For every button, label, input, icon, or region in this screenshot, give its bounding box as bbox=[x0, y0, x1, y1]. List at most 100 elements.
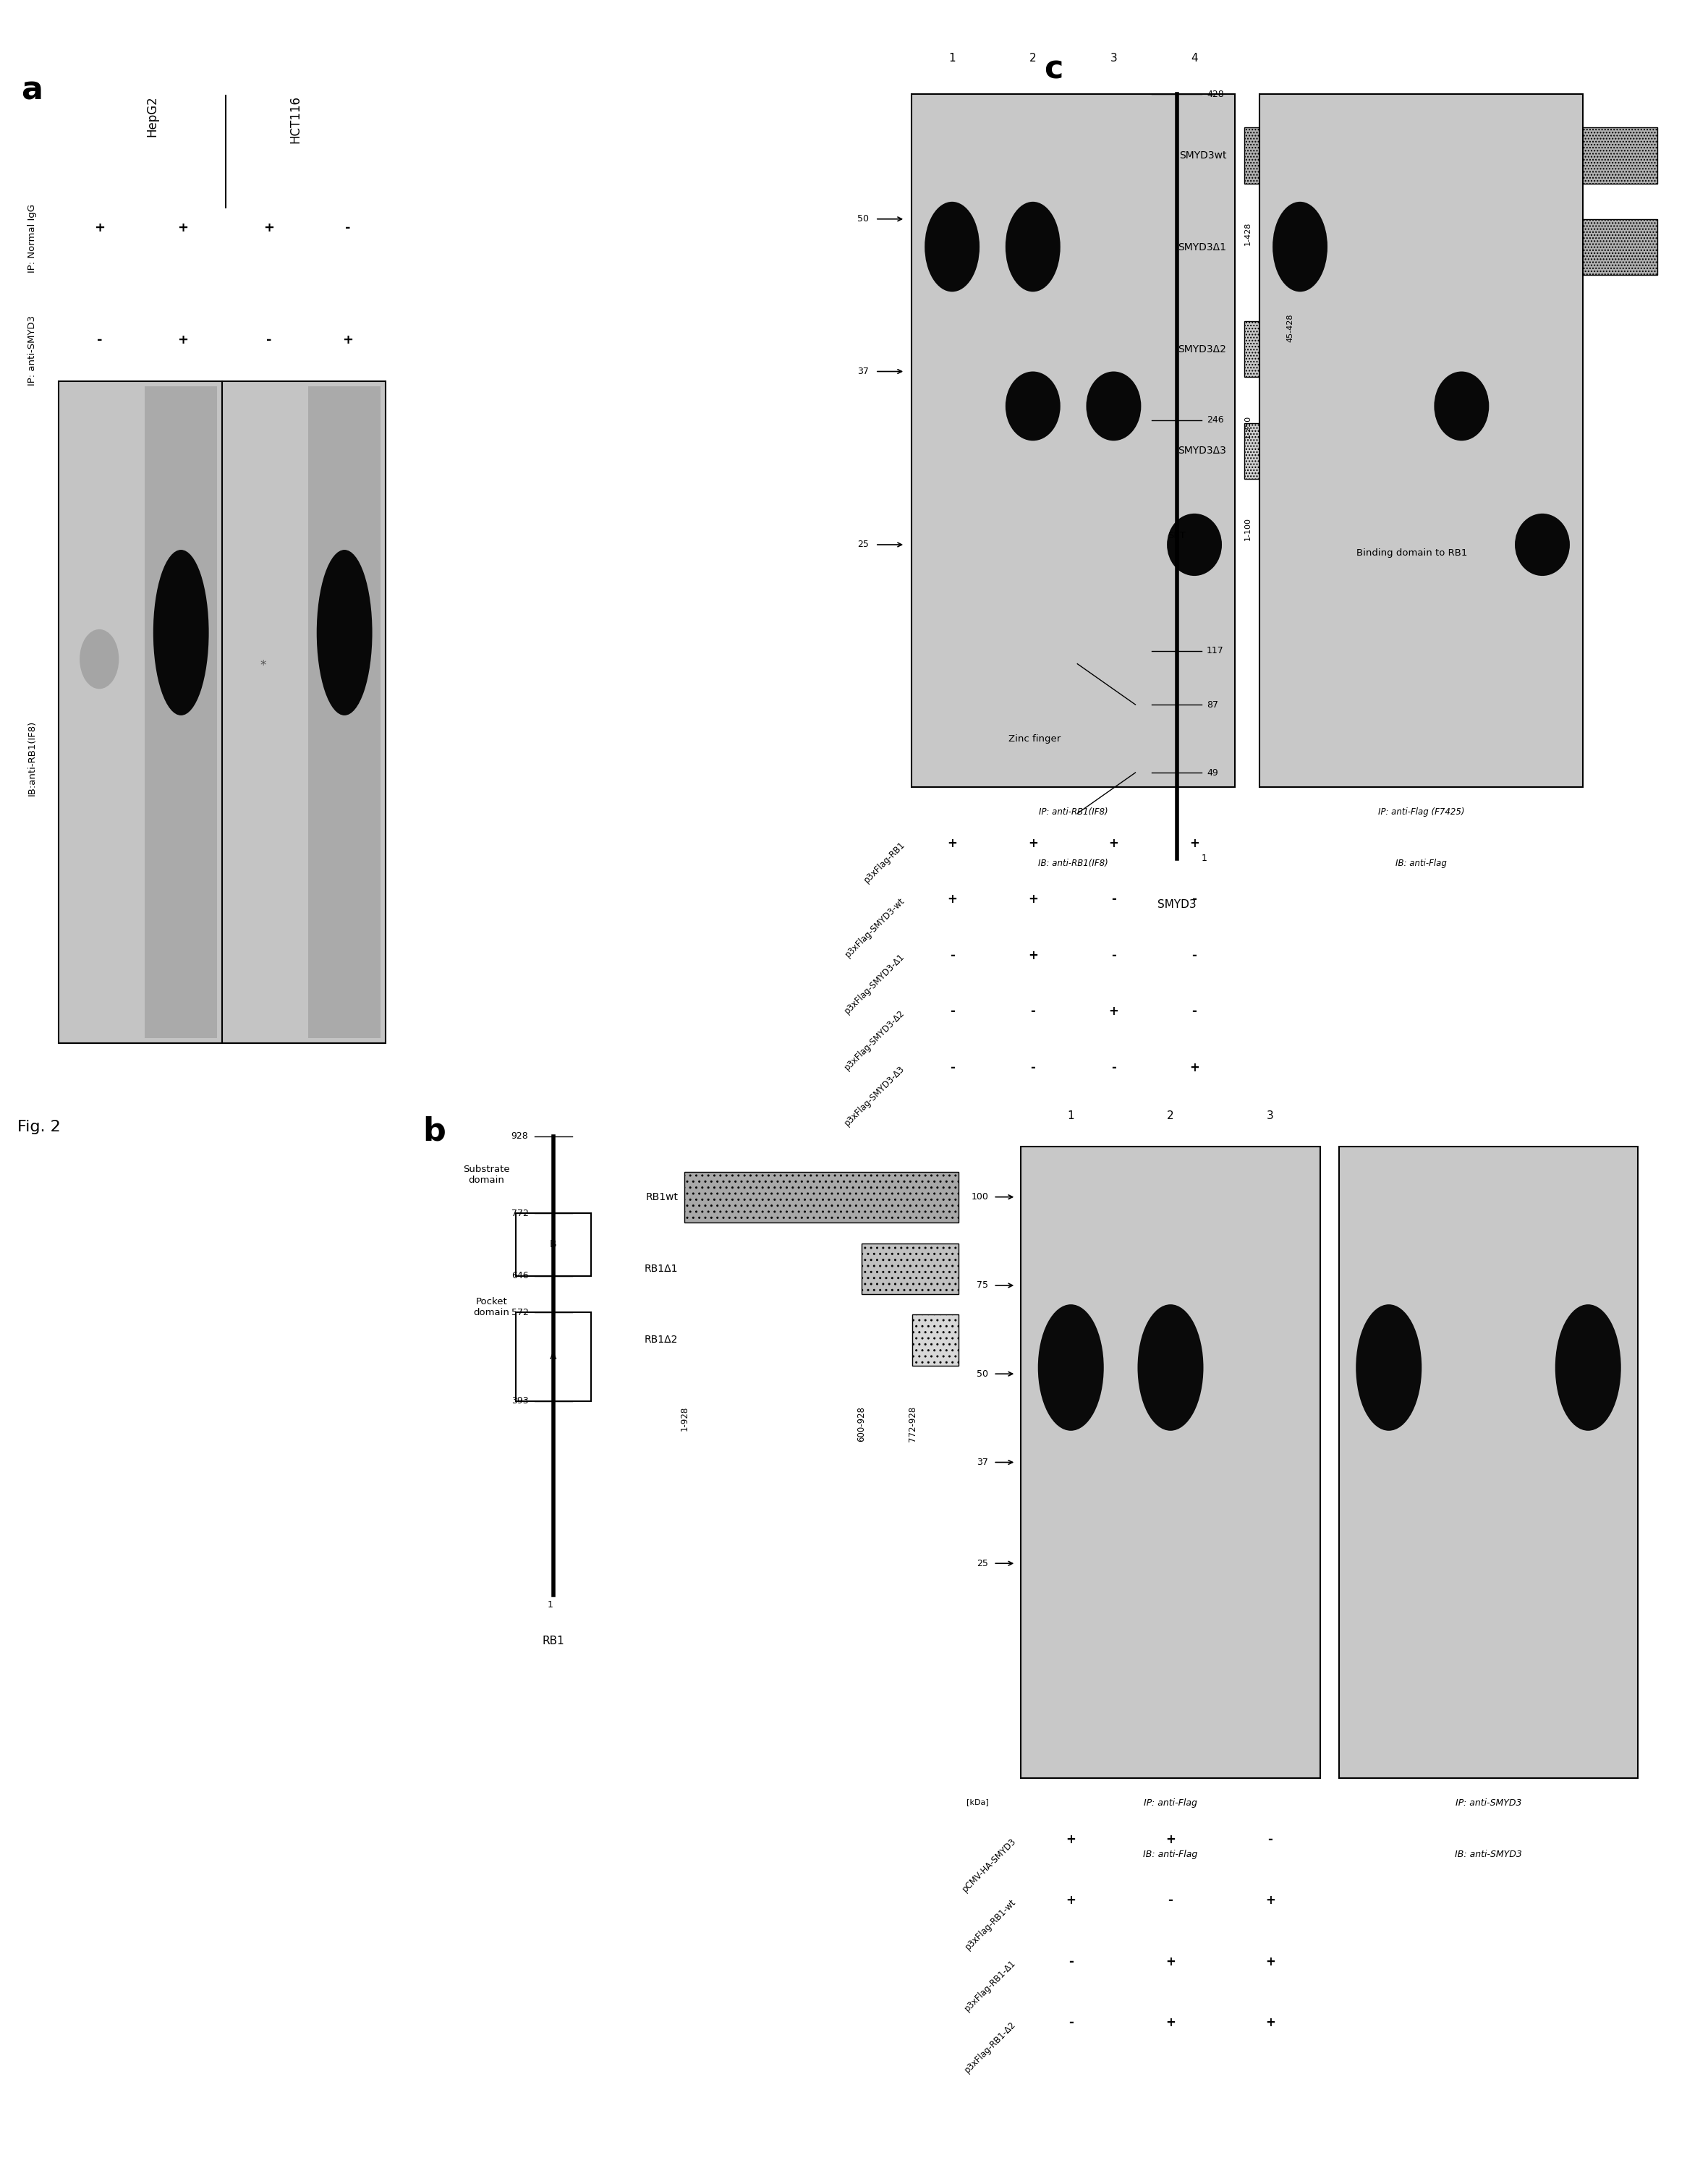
Text: 772: 772 bbox=[511, 1210, 528, 1218]
Ellipse shape bbox=[1167, 514, 1221, 577]
Bar bbox=[912, 93, 1235, 787]
Text: +: + bbox=[1165, 1956, 1175, 1969]
Bar bbox=[861, 1242, 958, 1294]
Text: 75: 75 bbox=[977, 1281, 989, 1290]
Text: +: + bbox=[1108, 837, 1119, 850]
Text: +: + bbox=[1066, 1895, 1076, 1908]
Text: -: - bbox=[1267, 1832, 1272, 1845]
Text: 2: 2 bbox=[1030, 52, 1037, 63]
Text: -: - bbox=[950, 1060, 955, 1073]
Text: p3xFlag-SMYD3-wt: p3xFlag-SMYD3-wt bbox=[844, 895, 907, 958]
Bar bbox=[1339, 1147, 1638, 1778]
Text: +: + bbox=[1028, 950, 1038, 963]
Text: A: A bbox=[550, 1351, 557, 1362]
Text: 1: 1 bbox=[1068, 1110, 1074, 1121]
Text: +: + bbox=[1165, 1832, 1175, 1845]
Text: SET: SET bbox=[1168, 531, 1185, 540]
Text: 1: 1 bbox=[948, 52, 955, 63]
Bar bbox=[685, 1173, 958, 1223]
Ellipse shape bbox=[1006, 371, 1061, 440]
Text: IB: anti-Flag: IB: anti-Flag bbox=[1143, 1849, 1197, 1858]
Text: IP: anti-Flag: IP: anti-Flag bbox=[1144, 1799, 1197, 1808]
Text: Substrate
domain: Substrate domain bbox=[463, 1164, 509, 1186]
Text: IP: anti-RB1(IF8): IP: anti-RB1(IF8) bbox=[1038, 806, 1108, 817]
Text: IP: anti-SMYD3: IP: anti-SMYD3 bbox=[1455, 1799, 1522, 1808]
Text: -: - bbox=[1112, 1060, 1115, 1073]
Text: +: + bbox=[178, 221, 188, 234]
Text: 49: 49 bbox=[1206, 767, 1218, 778]
Text: +: + bbox=[1108, 1004, 1119, 1019]
Text: +: + bbox=[263, 221, 275, 234]
Text: 3: 3 bbox=[1267, 1110, 1274, 1121]
Text: 117: 117 bbox=[1206, 646, 1225, 655]
Text: -: - bbox=[1192, 893, 1197, 906]
Text: 3: 3 bbox=[1110, 52, 1117, 63]
Text: p3xFlag-RB1: p3xFlag-RB1 bbox=[863, 839, 907, 885]
Text: -: - bbox=[950, 1004, 955, 1019]
Text: 100: 100 bbox=[972, 1192, 989, 1201]
Text: 25: 25 bbox=[977, 1559, 989, 1567]
Text: +: + bbox=[1165, 2016, 1175, 2029]
Text: 600-928: 600-928 bbox=[857, 1407, 866, 1442]
Text: RB1Δ1: RB1Δ1 bbox=[644, 1264, 678, 1275]
Text: 4: 4 bbox=[1190, 52, 1197, 63]
Text: 1-100: 1-100 bbox=[1243, 518, 1252, 540]
Text: -: - bbox=[1192, 1004, 1197, 1019]
Bar bbox=[309, 386, 381, 1038]
Text: 1-250: 1-250 bbox=[1243, 416, 1252, 438]
Bar bbox=[516, 1312, 591, 1401]
Text: RB1: RB1 bbox=[541, 1635, 564, 1646]
Text: Binding domain to RB1: Binding domain to RB1 bbox=[1356, 549, 1467, 557]
Text: -: - bbox=[1168, 1895, 1173, 1908]
Text: 2: 2 bbox=[1167, 1110, 1173, 1121]
Bar bbox=[912, 1314, 958, 1366]
Ellipse shape bbox=[316, 551, 372, 715]
Text: 246: 246 bbox=[1206, 416, 1223, 425]
Bar bbox=[1243, 128, 1657, 184]
Text: IP: Normal IgG: IP: Normal IgG bbox=[27, 204, 38, 273]
Text: +: + bbox=[94, 221, 106, 234]
Text: SMYD3Δ2: SMYD3Δ2 bbox=[1179, 345, 1226, 353]
Text: -: - bbox=[97, 334, 102, 347]
Text: RB1wt: RB1wt bbox=[646, 1192, 678, 1203]
Text: b: b bbox=[422, 1117, 446, 1147]
Ellipse shape bbox=[154, 551, 208, 715]
Text: IB: anti-Flag: IB: anti-Flag bbox=[1395, 859, 1447, 867]
Text: -: - bbox=[345, 221, 350, 234]
Text: +: + bbox=[948, 893, 956, 906]
Text: 772-928: 772-928 bbox=[907, 1407, 917, 1442]
Text: +: + bbox=[1266, 1956, 1276, 1969]
Text: +: + bbox=[1189, 1060, 1199, 1073]
Text: p3xFlag-SMYD3-Δ2: p3xFlag-SMYD3-Δ2 bbox=[842, 1008, 907, 1071]
Text: -: - bbox=[1112, 950, 1115, 963]
Text: 87: 87 bbox=[1206, 700, 1218, 709]
Ellipse shape bbox=[1086, 371, 1141, 440]
Text: 37: 37 bbox=[857, 366, 869, 377]
Bar bbox=[1243, 423, 1339, 479]
Text: +: + bbox=[1266, 2016, 1276, 2029]
Bar bbox=[1136, 705, 1218, 772]
Text: 1: 1 bbox=[548, 1600, 553, 1609]
Text: 1-928: 1-928 bbox=[680, 1407, 688, 1431]
Text: HepG2: HepG2 bbox=[145, 95, 159, 137]
Text: IB:anti-RB1(IF8): IB:anti-RB1(IF8) bbox=[27, 720, 38, 796]
Text: +: + bbox=[1028, 893, 1038, 906]
Text: +: + bbox=[1066, 1832, 1076, 1845]
Ellipse shape bbox=[1515, 514, 1570, 577]
Bar bbox=[58, 382, 386, 1043]
Text: IP: anti-Flag (F7425): IP: anti-Flag (F7425) bbox=[1378, 806, 1464, 817]
Text: p3xFlag-SMYD3-Δ3: p3xFlag-SMYD3-Δ3 bbox=[842, 1064, 907, 1127]
Text: -: - bbox=[950, 950, 955, 963]
Text: 37: 37 bbox=[977, 1457, 989, 1468]
Text: p3xFlag-RB1-Δ2: p3xFlag-RB1-Δ2 bbox=[963, 2018, 1018, 2075]
Text: IP: anti-SMYD3: IP: anti-SMYD3 bbox=[27, 314, 38, 386]
Text: SMYD3Δ1: SMYD3Δ1 bbox=[1179, 243, 1226, 251]
Text: HCT116: HCT116 bbox=[289, 95, 302, 143]
Text: 45-428: 45-428 bbox=[1286, 314, 1295, 343]
Text: Pocket
domain: Pocket domain bbox=[473, 1296, 509, 1318]
Text: p3xFlag-RB1-Δ1: p3xFlag-RB1-Δ1 bbox=[963, 1958, 1018, 2014]
Bar bbox=[1243, 321, 1484, 377]
Text: 1: 1 bbox=[1202, 854, 1208, 863]
Text: B: B bbox=[550, 1240, 557, 1249]
Bar bbox=[145, 386, 217, 1038]
